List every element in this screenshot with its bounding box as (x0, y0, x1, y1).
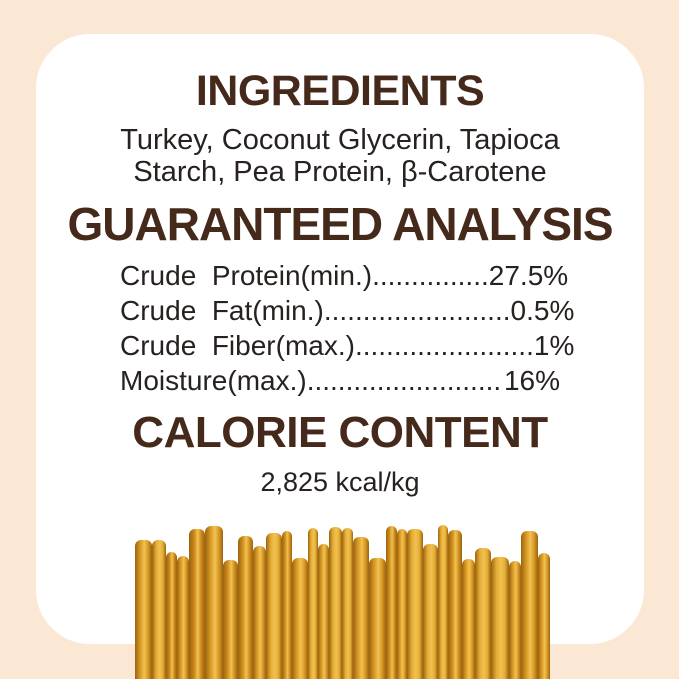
analysis-label: Crude Fat(min.)........................ (120, 295, 511, 326)
chew-stick (423, 544, 439, 679)
analysis-row-crude-fiber: Crude Fiber(max.).......................… (120, 328, 574, 363)
analysis-label: Moisture(max.)......................... (120, 365, 502, 396)
chew-stick (462, 559, 475, 679)
chew-stick (474, 548, 492, 679)
chew-stick (291, 558, 309, 679)
chew-stick (317, 544, 330, 679)
analysis-row-crude-protein: Crude Protein(min.)............... 27.5% (120, 258, 568, 293)
chew-stick (520, 531, 539, 679)
chew-stick (151, 540, 167, 679)
analysis-value: 0.5% (510, 295, 575, 326)
chew-stick (447, 530, 463, 679)
chew-stick (438, 525, 448, 679)
ingredients-text: Turkey, Coconut Glycerin, Tapioca Starch… (36, 124, 644, 188)
ingredients-line: Turkey, Coconut Glycerin, Tapioca (120, 124, 560, 156)
guaranteed-analysis-table: Crude Protein(min.)............... 27.5%… (120, 258, 574, 398)
analysis-row-crude-fat: Crude Fat(min.)........................ … (120, 293, 574, 328)
chew-stick (491, 557, 510, 679)
chew-stick (538, 553, 550, 679)
analysis-value: 1% (533, 330, 575, 361)
guaranteed-analysis-title: GUARANTEED ANALYSIS (67, 198, 614, 250)
chew-stick (352, 537, 370, 679)
analysis-row-moisture: Moisture(max.)......................... … (120, 363, 560, 398)
product-image-chew-sticks (135, 525, 550, 679)
chew-stick (385, 526, 398, 679)
chew-stick (135, 540, 152, 679)
analysis-label: Crude Fiber(max.)....................... (120, 330, 534, 361)
analysis-label: Crude Protein(min.)............... (120, 260, 489, 291)
chew-stick (266, 533, 282, 679)
chew-stick (329, 527, 342, 679)
chew-stick (369, 558, 386, 679)
chew-stick (397, 529, 407, 679)
chew-stick (341, 528, 353, 679)
calorie-content-title: CALORIE CONTENT (132, 408, 548, 457)
chew-stick (252, 546, 267, 679)
chew-stick (222, 560, 239, 679)
chew-stick (166, 552, 177, 679)
chew-stick (308, 528, 318, 679)
ingredients-title: INGREDIENTS (195, 67, 485, 115)
analysis-value: 16% (503, 365, 560, 396)
chew-stick (509, 561, 521, 679)
chew-stick (189, 529, 205, 679)
chew-stick (204, 526, 223, 679)
chew-stick (281, 531, 292, 679)
chew-stick (176, 556, 190, 679)
analysis-value: 27.5% (488, 260, 569, 291)
calorie-value: 2,825 kcal/kg (260, 467, 420, 497)
nutrition-label-card: INGREDIENTS Turkey, Coconut Glycerin, Ta… (36, 34, 644, 644)
chew-stick (406, 529, 424, 679)
chew-stick (238, 536, 253, 679)
ingredients-line: Starch, Pea Protein, β-Carotene (133, 156, 547, 188)
